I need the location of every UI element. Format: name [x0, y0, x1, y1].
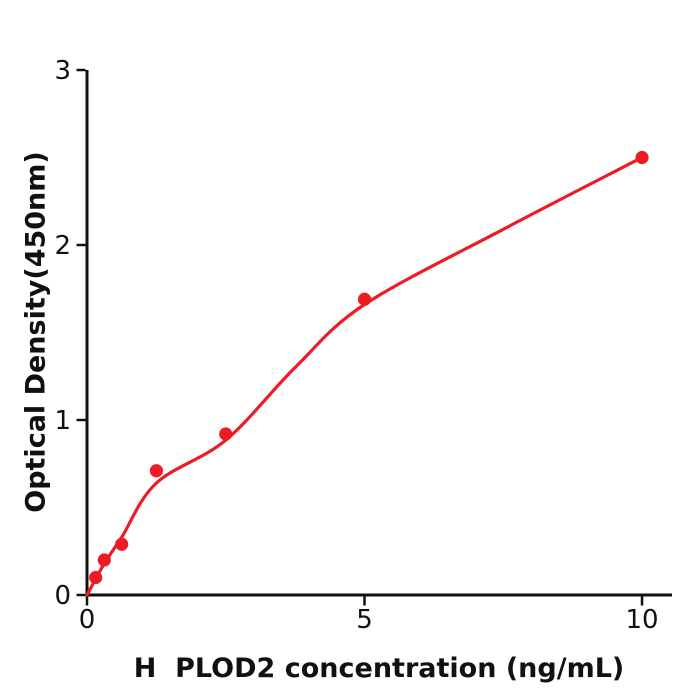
data-point-marker: [219, 427, 233, 441]
y-tick-label: 3: [54, 56, 71, 86]
x-tick-label: 5: [356, 605, 373, 635]
x-tick-label: 10: [625, 605, 658, 635]
data-point-marker: [97, 553, 111, 567]
y-tick-label: 0: [54, 581, 71, 611]
y-tick-label: 1: [54, 406, 71, 436]
data-point-marker: [357, 292, 372, 306]
x-tick-label: 0: [79, 605, 96, 635]
x-axis-title: H PLOD2 concentration (ng/mL): [133, 653, 625, 684]
data-point-marker: [149, 464, 163, 478]
y-axis-title: Optical Density(450nm): [20, 151, 52, 513]
fit-curve-line: [85, 155, 644, 597]
data-point-marker: [635, 150, 649, 165]
y-tick-label: 2: [54, 231, 71, 261]
data-point-marker: [115, 537, 129, 551]
data-point-marker: [89, 570, 103, 585]
